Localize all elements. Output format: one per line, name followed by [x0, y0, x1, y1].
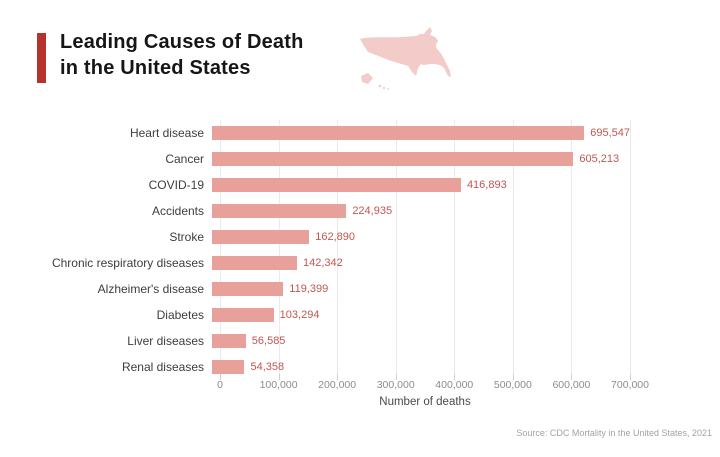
category-label: COVID-19: [148, 178, 204, 192]
bar-track: 56,585: [212, 334, 630, 348]
gridline: [278, 120, 280, 374]
x-tick-label: 500,000: [493, 379, 532, 391]
value-label: 695,547: [590, 127, 630, 139]
axis-tick-mark: [571, 374, 573, 380]
category-label: Diabetes: [156, 308, 204, 322]
axis-tick-mark: [220, 374, 221, 380]
x-axis-title: Number of deaths: [379, 396, 471, 408]
category-label: Accidents: [151, 204, 204, 218]
value-label: 103,294: [279, 309, 320, 321]
bar: [212, 204, 347, 218]
value-label: 56,585: [251, 335, 286, 347]
value-label: 142,342: [302, 257, 343, 269]
gridline: [395, 120, 397, 374]
value-label: 119,399: [289, 283, 329, 295]
usa-map-icon: [358, 26, 462, 92]
x-tick-label: 200,000: [318, 379, 357, 391]
bar-track: 162,890: [212, 230, 630, 244]
bar-track: 54,358: [212, 360, 630, 374]
axis-tick-mark: [630, 374, 631, 380]
axis-tick-mark: [395, 374, 397, 380]
axis-tick-mark: [512, 374, 514, 380]
bar-track: 416,893: [212, 178, 630, 192]
bar-row: COVID-19 416,893: [0, 172, 630, 198]
bar-track: 605,213: [212, 152, 630, 166]
value-label: 605,213: [579, 153, 620, 165]
value-label: 416,893: [466, 179, 507, 191]
category-label: Chronic respiratory diseases: [51, 256, 204, 270]
bar: [212, 256, 297, 270]
bar-row: Diabetes 103,294: [0, 302, 630, 328]
bar: [212, 360, 245, 374]
axis-tick-mark: [454, 374, 456, 380]
axis-tick-mark: [278, 374, 280, 380]
category-label: Liver diseases: [127, 334, 204, 348]
x-tick-label: 700,000: [611, 379, 649, 391]
bar-track: 142,342: [212, 256, 630, 270]
category-label: Alzheimer's disease: [97, 282, 204, 296]
gridline: [337, 120, 339, 374]
gridline: [512, 120, 514, 374]
bar-row: Accidents 224,935: [0, 198, 630, 224]
gridline: [571, 120, 573, 374]
value-label: 224,935: [352, 205, 393, 217]
bar-row: Liver diseases 56,585: [0, 328, 630, 354]
bar-row: Cancer 605,213: [0, 146, 630, 172]
gridline: [220, 120, 221, 374]
x-tick-label: 400,000: [435, 379, 474, 391]
category-label: Stroke: [169, 230, 204, 244]
bar: [212, 334, 246, 348]
bar-row: Stroke 162,890: [0, 224, 630, 250]
x-axis: 0 100,000 200,000 300,000 400,000 500,000 600,…: [217, 379, 649, 391]
source-note: Source: CDC Mortality in the United Stat…: [516, 428, 712, 438]
x-tick-label: 600,000: [552, 379, 591, 391]
bar-track: 224,935: [212, 204, 630, 218]
bar-row: Chronic respiratory diseases 142,342: [0, 250, 630, 276]
bar-row: Alzheimer's disease 119,399: [0, 276, 630, 302]
category-label: Heart disease: [129, 126, 204, 140]
x-tick-label: 0: [217, 379, 223, 391]
bar-row: Renal diseases 54,358: [0, 354, 630, 380]
gridline: [630, 120, 631, 374]
bar: [212, 308, 274, 322]
x-tick-label: 300,000: [376, 379, 415, 391]
gridline: [454, 120, 456, 374]
bar-track: 103,294: [212, 308, 630, 322]
bar: [212, 230, 310, 244]
bar-track: 119,399: [212, 282, 630, 296]
page-title-line2: in the United States: [60, 57, 251, 79]
value-label: 162,890: [315, 231, 356, 243]
bar: [212, 178, 461, 192]
bar-chart: Heart disease 695,547 Cancer 605,213 COVID-1…: [0, 120, 630, 380]
page-title-line1: Leading Causes of Death: [60, 31, 304, 53]
chart-gridlines: [220, 120, 631, 380]
title-accent-bar: [37, 33, 46, 83]
value-label: 54,358: [250, 361, 285, 373]
category-label: Cancer: [165, 152, 204, 166]
x-tick-label: 100,000: [259, 379, 298, 391]
bar-track: 695,547: [212, 126, 630, 140]
category-label: Renal diseases: [121, 360, 204, 374]
bar: [212, 282, 284, 296]
axis-tick-mark: [337, 374, 339, 380]
page-title: Leading Causes of Death in the United St…: [60, 29, 304, 81]
bar: [212, 152, 574, 166]
bar-row: Heart disease 695,547: [0, 120, 630, 146]
bar: [212, 126, 585, 140]
